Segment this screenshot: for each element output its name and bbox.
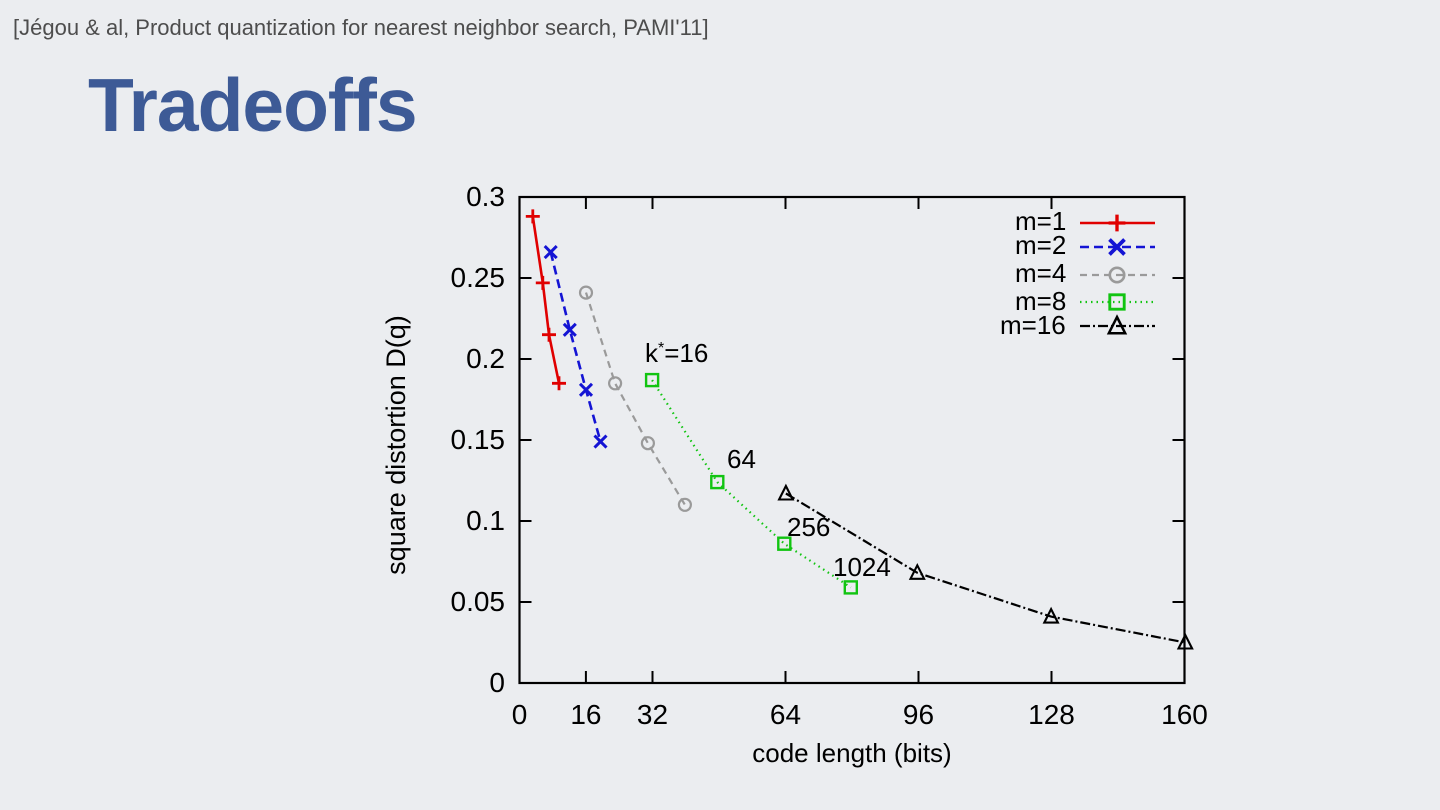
svg-text:m=2: m=2 <box>1015 230 1066 260</box>
svg-text:32: 32 <box>637 699 668 730</box>
svg-text:0.1: 0.1 <box>466 505 505 536</box>
svg-text:0.25: 0.25 <box>451 262 506 293</box>
svg-text:m=16: m=16 <box>1000 310 1066 340</box>
svg-text:0.05: 0.05 <box>451 586 506 617</box>
svg-text:k*=16: k*=16 <box>645 338 708 368</box>
svg-text:0.15: 0.15 <box>451 424 506 455</box>
svg-text:128: 128 <box>1028 699 1075 730</box>
svg-text:0.3: 0.3 <box>466 181 505 212</box>
svg-text:m=4: m=4 <box>1015 258 1066 288</box>
svg-text:256: 256 <box>787 512 830 542</box>
svg-text:0: 0 <box>512 699 528 730</box>
svg-text:96: 96 <box>903 699 934 730</box>
svg-text:160: 160 <box>1161 699 1208 730</box>
svg-text:0: 0 <box>489 667 505 698</box>
svg-text:16: 16 <box>570 699 601 730</box>
svg-text:1024: 1024 <box>833 552 891 582</box>
svg-text:64: 64 <box>770 699 801 730</box>
svg-text:square distortion D(q): square distortion D(q) <box>381 315 411 575</box>
svg-text:0.2: 0.2 <box>466 343 505 374</box>
svg-text:64: 64 <box>727 444 756 474</box>
svg-text:code length (bits): code length (bits) <box>752 738 951 768</box>
